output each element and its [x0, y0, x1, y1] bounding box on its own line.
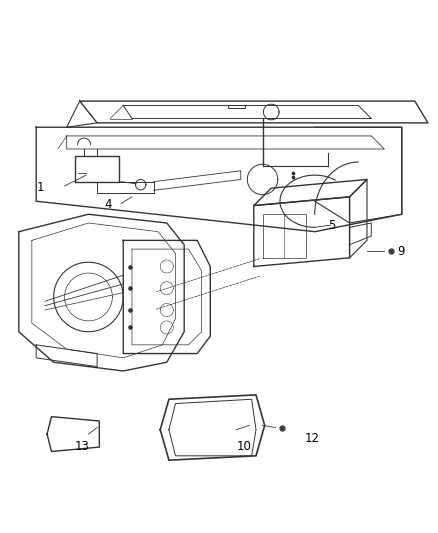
- Text: 1: 1: [37, 181, 44, 194]
- Text: 12: 12: [305, 432, 320, 445]
- Text: 9: 9: [397, 245, 405, 258]
- Text: 4: 4: [104, 198, 112, 211]
- Text: 13: 13: [75, 440, 90, 453]
- Text: 10: 10: [237, 440, 252, 453]
- Text: 5: 5: [328, 219, 336, 232]
